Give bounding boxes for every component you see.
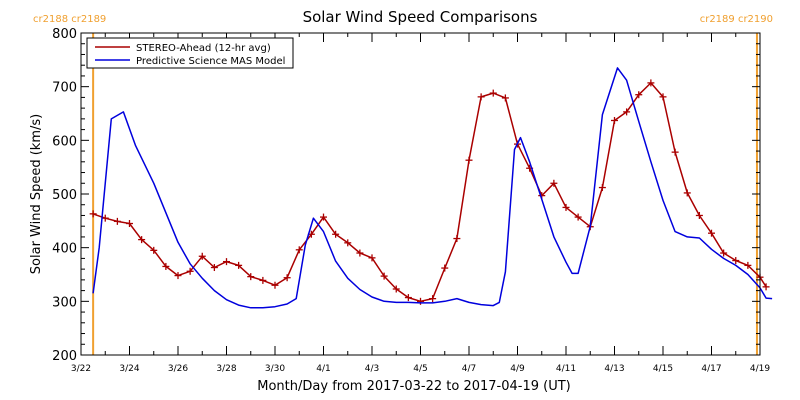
x-tick-label: 3/24 xyxy=(119,364,139,374)
y-axis-label: Solar Wind Speed (km/s) xyxy=(29,114,44,274)
legend-label-stereo: STEREO-Ahead (12-hr avg) xyxy=(136,43,271,54)
stereo-data-point xyxy=(89,210,97,218)
x-tick-label: 4/15 xyxy=(653,364,673,374)
stereo-data-point xyxy=(489,89,497,97)
stereo-data-point xyxy=(732,257,740,265)
stereo-data-point xyxy=(210,264,218,272)
stereo-data-point xyxy=(235,261,243,269)
stereo-data-point xyxy=(380,272,388,280)
stereo-data-point xyxy=(101,214,109,222)
stereo-data-point xyxy=(247,273,255,281)
stereo-data-point xyxy=(453,235,461,243)
y-tick-label: 600 xyxy=(52,134,77,149)
y-tick-label: 400 xyxy=(52,242,77,257)
stereo-data-point xyxy=(150,246,158,254)
stereo-data-point xyxy=(744,261,752,269)
stereo-data-point xyxy=(283,274,291,282)
stereo-data-point xyxy=(574,213,582,221)
x-tick-label: 4/5 xyxy=(413,364,427,374)
stereo-data-point xyxy=(429,295,437,303)
series-layer xyxy=(89,67,773,309)
stereo-data-point xyxy=(465,156,473,164)
y-axis: 200 300 400 500 600 700 800 xyxy=(52,27,760,364)
y-tick-label: 200 xyxy=(52,349,77,364)
stereo-data-point xyxy=(368,254,376,262)
stereo-data-point xyxy=(417,297,424,305)
stereo-data-point xyxy=(441,264,449,272)
x-tick-label: 3/26 xyxy=(168,364,188,374)
stereo-data-point xyxy=(186,267,194,275)
stereo-data-point xyxy=(562,203,570,211)
x-tick-label: 3/22 xyxy=(71,364,91,374)
stereo-data-point xyxy=(550,179,558,187)
x-tick-label: 4/19 xyxy=(750,364,770,374)
legend-label-model: Predictive Science MAS Model xyxy=(136,56,285,67)
x-tick-label: 4/17 xyxy=(701,364,721,374)
y-tick-label: 500 xyxy=(52,188,77,203)
stereo-data-point xyxy=(198,252,206,260)
stereo-data-point xyxy=(138,236,146,244)
stereo-data-point xyxy=(720,249,728,257)
x-tick-label: 4/13 xyxy=(604,364,624,374)
chart-title: Solar Wind Speed Comparisons xyxy=(303,8,538,26)
x-tick-label: 3/28 xyxy=(216,364,236,374)
stereo-data-point xyxy=(392,285,400,293)
stereo-data-point xyxy=(356,249,364,257)
stereo-data-point xyxy=(174,272,182,280)
stereo-data-point xyxy=(295,246,303,254)
x-axis-label: Month/Day from 2017-03-22 to 2017-04-19 … xyxy=(257,379,570,394)
x-tick-label: 4/7 xyxy=(462,364,476,374)
y-tick-label: 800 xyxy=(52,27,77,42)
y-tick-label: 700 xyxy=(52,81,77,96)
stereo-data-point xyxy=(332,230,340,238)
stereo-data-point xyxy=(611,116,618,124)
stereo-data-point xyxy=(708,229,715,237)
stereo-data-point xyxy=(762,283,770,291)
stereo-data-point xyxy=(647,79,655,87)
x-tick-label: 4/9 xyxy=(510,364,525,374)
stereo-data-point xyxy=(259,276,267,284)
x-tick-label: 4/1 xyxy=(316,364,330,374)
stereo-data-point xyxy=(404,294,412,302)
stereo-data-point xyxy=(477,93,485,101)
stereo-data-point xyxy=(320,213,327,221)
stereo-data-point xyxy=(501,94,509,102)
stereo-data-point xyxy=(344,239,352,247)
stereo-data-point xyxy=(113,217,121,225)
carrington-left-label: cr2188 cr2189 xyxy=(33,14,106,25)
stereo-data-point xyxy=(635,91,643,99)
stereo-data-point xyxy=(223,258,230,266)
x-axis: 3/22 3/24 3/26 3/28 3/30 4/1 4/3 4/5 4/7 4/9 4/11 4… xyxy=(71,33,770,374)
stereo-data-point xyxy=(683,189,691,197)
legend: STEREO-Ahead (12-hr avg) Predictive Scie… xyxy=(86,37,294,69)
stereo-data-point xyxy=(695,211,703,219)
stereo-data-point xyxy=(598,184,606,192)
carrington-right-label: cr2189 cr2190 xyxy=(700,14,773,25)
series-line-model xyxy=(92,67,773,309)
x-tick-label: 4/3 xyxy=(365,364,379,374)
stereo-data-point xyxy=(126,220,133,228)
legend-box xyxy=(86,37,294,69)
x-tick-label: 3/30 xyxy=(265,364,285,374)
stereo-data-point xyxy=(162,262,170,270)
y-tick-label: 300 xyxy=(52,295,77,310)
x-tick-label: 4/11 xyxy=(556,364,576,374)
stereo-data-point xyxy=(623,108,631,116)
stereo-data-point xyxy=(659,93,667,101)
stereo-data-point xyxy=(671,148,679,156)
stereo-data-point xyxy=(271,281,279,289)
